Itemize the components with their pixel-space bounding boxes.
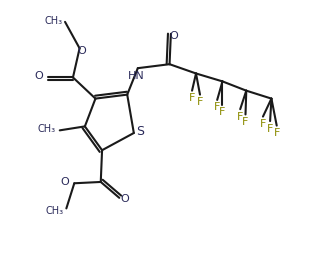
Text: F: F xyxy=(273,128,280,138)
Text: F: F xyxy=(197,97,203,107)
Text: O: O xyxy=(77,46,86,56)
Text: O: O xyxy=(121,194,130,204)
Text: S: S xyxy=(136,125,144,138)
Text: F: F xyxy=(267,123,273,134)
Text: CH₃: CH₃ xyxy=(46,206,64,216)
Text: F: F xyxy=(214,102,220,112)
Text: O: O xyxy=(60,177,69,187)
Text: CH₃: CH₃ xyxy=(44,15,62,26)
Text: F: F xyxy=(189,93,195,103)
Text: CH₃: CH₃ xyxy=(38,124,56,134)
Text: O: O xyxy=(34,71,43,81)
Text: O: O xyxy=(169,31,178,41)
Text: F: F xyxy=(260,119,266,129)
Text: F: F xyxy=(242,117,249,127)
Text: F: F xyxy=(219,107,226,117)
Text: F: F xyxy=(237,112,243,122)
Text: HN: HN xyxy=(128,71,145,81)
